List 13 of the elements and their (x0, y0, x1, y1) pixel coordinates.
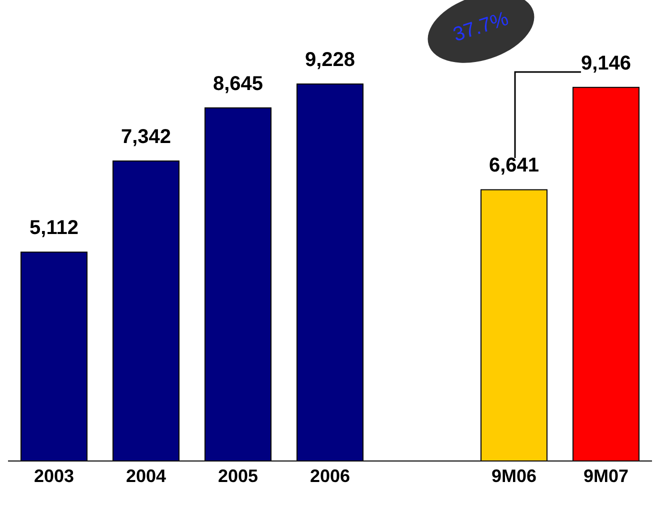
x-tick-label: 2005 (218, 466, 258, 486)
text: 37.7% (449, 6, 512, 48)
data-label: 9,228 (304, 49, 356, 71)
x-tick-label: 2004 (126, 466, 166, 486)
x-tick-label: 9M06 (491, 466, 537, 486)
data-label: 6,641 (488, 154, 540, 177)
data-label: 7,342 (120, 126, 172, 148)
x-tick-label: 9M07 (583, 466, 629, 486)
x-tick-label: 2003 (34, 466, 74, 486)
data-label: 8,645 (212, 72, 264, 95)
data-label: 5,112 (30, 217, 78, 240)
data-label: 9,146 (580, 52, 632, 74)
x-tick-label: 2006 (310, 466, 350, 486)
